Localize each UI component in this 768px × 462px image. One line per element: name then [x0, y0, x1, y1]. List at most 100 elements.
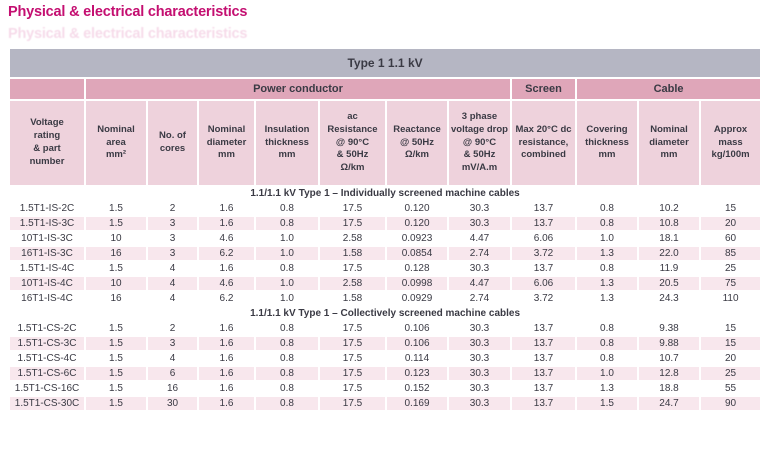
value-cell: 25	[698, 365, 763, 382]
value-cell: 0.8	[575, 350, 639, 367]
value-cell: 0.8	[254, 215, 320, 232]
value-cell: 20	[698, 215, 763, 232]
value-cell: 1.5	[84, 395, 148, 412]
value-cell: 17.5	[318, 260, 387, 277]
column-header-ac-resistance: ac Resistance @ 90°C & 50Hz Ω/km	[318, 99, 387, 187]
table-row: 1.5T1-CS-3C 1.5 3 1.6 0.8 17.5 0.106 30.3 13.7 0.…	[8, 335, 763, 352]
value-cell: 20	[698, 350, 763, 367]
value-cell: 0.0923	[385, 230, 449, 247]
value-cell: 3.72	[510, 245, 577, 262]
value-cell: 1.6	[197, 395, 256, 412]
value-cell: 17.5	[318, 320, 387, 337]
value-cell: 1.6	[197, 215, 256, 232]
value-cell: 2	[146, 200, 199, 217]
value-cell: 0.123	[385, 365, 449, 382]
value-cell: 30.3	[447, 320, 512, 337]
page-title-ghost: Physical & electrical characteristics	[8, 26, 248, 42]
value-cell: 13.7	[510, 350, 577, 367]
value-cell: 15	[698, 335, 763, 352]
value-cell: 0.120	[385, 200, 449, 217]
value-cell: 25	[698, 260, 763, 277]
value-cell: 6.06	[510, 230, 577, 247]
value-cell: 1.6	[197, 335, 256, 352]
value-cell: 0.8	[254, 335, 320, 352]
section-header-row: 1.1/1.1 kV Type 1 – Collectively screene…	[7, 305, 763, 322]
value-cell: 30	[146, 395, 199, 412]
value-cell: 90	[698, 395, 763, 412]
value-cell: 1.5	[84, 320, 148, 337]
part-number-cell: 10T1-IS-3C	[8, 230, 86, 247]
value-cell: 0.8	[254, 260, 320, 277]
value-cell: 13.7	[510, 200, 577, 217]
value-cell: 20.5	[637, 275, 701, 292]
table-row: 1.5T1-IS-2C 1.5 2 1.6 0.8 17.5 0.120 30.3 13.7 0.…	[8, 200, 763, 217]
value-cell: 2.74	[447, 290, 512, 307]
column-header-reactance: Reactance @ 50Hz Ω/km	[385, 99, 449, 187]
value-cell: 1.0	[575, 365, 639, 382]
value-cell: 1.3	[575, 380, 639, 397]
column-header-nominal-area: Nominal area mm²	[84, 99, 148, 187]
value-cell: 0.106	[385, 335, 449, 352]
value-cell: 0.0854	[385, 245, 449, 262]
table-row: 1.5T1-CS-30C 1.5 30 1.6 0.8 17.5 0.169 30.3 13.7…	[8, 395, 763, 412]
part-number-cell: 1.5T1-IS-3C	[8, 215, 86, 232]
group-header-cable: Cable	[574, 77, 763, 101]
value-cell: 1.3	[575, 290, 639, 307]
value-cell: 1.6	[197, 365, 256, 382]
value-cell: 10.2	[637, 200, 701, 217]
value-cell: 24.7	[637, 395, 701, 412]
value-cell: 55	[698, 380, 763, 397]
value-cell: 6.06	[510, 275, 577, 292]
column-header-cable-diameter: Nominal diameter mm	[637, 99, 701, 187]
value-cell: 13.7	[510, 380, 577, 397]
value-cell: 4	[146, 260, 199, 277]
value-cell: 17.5	[318, 200, 387, 217]
value-cell: 24.3	[637, 290, 701, 307]
value-cell: 0.8	[254, 395, 320, 412]
value-cell: 0.8	[575, 320, 639, 337]
value-cell: 1.0	[254, 230, 320, 247]
section-header-row: 1.1/1.1 kV Type 1 – Individually screene…	[7, 185, 763, 202]
value-cell: 13.7	[510, 260, 577, 277]
part-number-cell: 1.5T1-IS-4C	[8, 260, 86, 277]
characteristics-table: Type 1 1.1 kV Power conductor Screen Cab…	[7, 47, 763, 412]
value-cell: 110	[698, 290, 763, 307]
group-header-row: Power conductor Screen Cable	[8, 77, 763, 101]
value-cell: 16	[84, 245, 148, 262]
table-row: 1.5T1-CS-6C 1.5 6 1.6 0.8 17.5 0.123 30.3 13.7 1.…	[8, 365, 763, 382]
value-cell: 10.8	[637, 215, 701, 232]
group-header-blank	[8, 77, 86, 101]
value-cell: 30.3	[447, 200, 512, 217]
value-cell: 0.8	[254, 350, 320, 367]
value-cell: 1.5	[84, 200, 148, 217]
value-cell: 10	[84, 275, 148, 292]
value-cell: 0.152	[385, 380, 449, 397]
value-cell: 0.8	[575, 260, 639, 277]
value-cell: 22.0	[637, 245, 701, 262]
value-cell: 13.7	[510, 320, 577, 337]
value-cell: 0.8	[575, 335, 639, 352]
value-cell: 4	[146, 290, 199, 307]
value-cell: 2.74	[447, 245, 512, 262]
value-cell: 9.88	[637, 335, 701, 352]
value-cell: 30.3	[447, 215, 512, 232]
value-cell: 0.0929	[385, 290, 449, 307]
value-cell: 17.5	[318, 395, 387, 412]
value-cell: 18.8	[637, 380, 701, 397]
value-cell: 4.47	[447, 275, 512, 292]
value-cell: 13.7	[510, 395, 577, 412]
column-header-covering-thickness: Covering thickness mm	[575, 99, 639, 187]
value-cell: 30.3	[447, 260, 512, 277]
value-cell: 1.5	[84, 215, 148, 232]
column-header-row: Voltage rating & part number Nominal are…	[8, 99, 763, 187]
section-header: 1.1/1.1 kV Type 1 – Individually screene…	[7, 185, 763, 202]
value-cell: 4.6	[197, 275, 256, 292]
value-cell: 1.5	[84, 365, 148, 382]
value-cell: 16	[84, 290, 148, 307]
value-cell: 30.3	[447, 365, 512, 382]
table-row: 1.5T1-CS-16C 1.5 16 1.6 0.8 17.5 0.152 30.3 13.7…	[8, 380, 763, 397]
value-cell: 4	[146, 350, 199, 367]
value-cell: 17.5	[318, 380, 387, 397]
value-cell: 10	[84, 230, 148, 247]
part-number-cell: 1.5T1-CS-6C	[8, 365, 86, 382]
